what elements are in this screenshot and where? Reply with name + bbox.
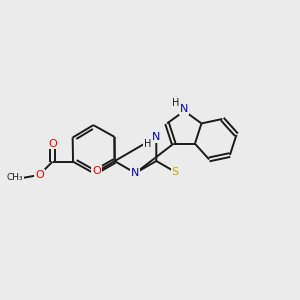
Text: CH₃: CH₃ bbox=[6, 173, 23, 182]
Text: N: N bbox=[131, 168, 140, 178]
Text: N: N bbox=[180, 104, 188, 115]
Text: O: O bbox=[48, 139, 57, 148]
Text: O: O bbox=[92, 166, 101, 176]
Text: O: O bbox=[35, 170, 44, 180]
Text: N: N bbox=[152, 132, 160, 142]
Text: H: H bbox=[172, 98, 180, 108]
Text: H: H bbox=[144, 139, 151, 149]
Text: S: S bbox=[172, 167, 179, 177]
